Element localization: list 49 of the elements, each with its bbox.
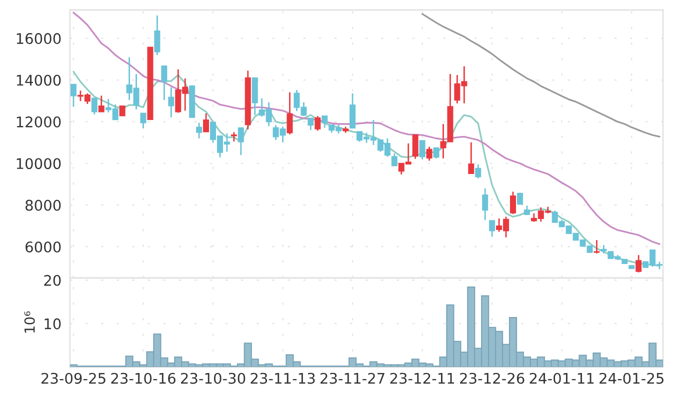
y-tick-label: 12000 xyxy=(16,116,61,128)
x-tick-label: 24-01-25 xyxy=(600,372,664,384)
candlestick xyxy=(91,98,98,116)
candlestick xyxy=(168,86,174,118)
candlestick xyxy=(196,122,202,140)
candlestick xyxy=(140,112,146,130)
x-tick-label: 23-11-27 xyxy=(320,372,384,384)
line-series xyxy=(421,13,660,138)
candlestick xyxy=(238,127,244,156)
candlestick xyxy=(161,65,168,101)
candlestick xyxy=(203,112,210,132)
candlestick xyxy=(350,92,356,129)
candlestick xyxy=(154,14,160,56)
candlestick xyxy=(119,106,126,116)
candlestick xyxy=(594,239,600,254)
candlestick xyxy=(482,188,488,221)
y-tick-label: 8000 xyxy=(26,200,61,211)
x-tick-label: 24-01-11 xyxy=(530,372,594,384)
candlestick xyxy=(489,220,496,238)
y-tick-label: 14000 xyxy=(16,74,61,86)
candlestick xyxy=(98,94,104,112)
y-tick-label: 6000 xyxy=(26,241,61,252)
candlestick xyxy=(308,118,314,131)
x-tick-label: 23-11-13 xyxy=(250,372,315,384)
x-tick-label: 23-12-26 xyxy=(460,372,524,384)
candlestick xyxy=(412,134,418,160)
y-tick-label: 16000 xyxy=(16,33,61,44)
candlestick xyxy=(230,131,237,142)
y-tick-label: 20 xyxy=(44,274,61,286)
candlestick xyxy=(391,152,398,166)
candlestick xyxy=(475,164,482,180)
x-tick-label: 23-10-30 xyxy=(180,372,246,384)
candlestick xyxy=(433,147,440,160)
x-tick-label: 23-10-16 xyxy=(111,372,176,384)
candlestick xyxy=(426,146,432,162)
candlestick xyxy=(314,115,321,132)
line-series xyxy=(72,12,660,245)
candlestick xyxy=(286,92,293,136)
candlestick xyxy=(70,84,76,108)
y-axis-title: 10⁶ xyxy=(24,311,35,333)
y-tick-label: 10 xyxy=(44,318,61,330)
candlestick xyxy=(510,191,516,215)
y-tick-label: 10000 xyxy=(16,158,61,170)
candlestick xyxy=(468,142,474,174)
x-tick-label: 23-09-25 xyxy=(41,372,106,384)
x-tick-label: 23-12-11 xyxy=(390,372,454,384)
candlestick xyxy=(419,140,426,160)
candlestick xyxy=(636,254,642,274)
candlestick xyxy=(322,115,328,128)
